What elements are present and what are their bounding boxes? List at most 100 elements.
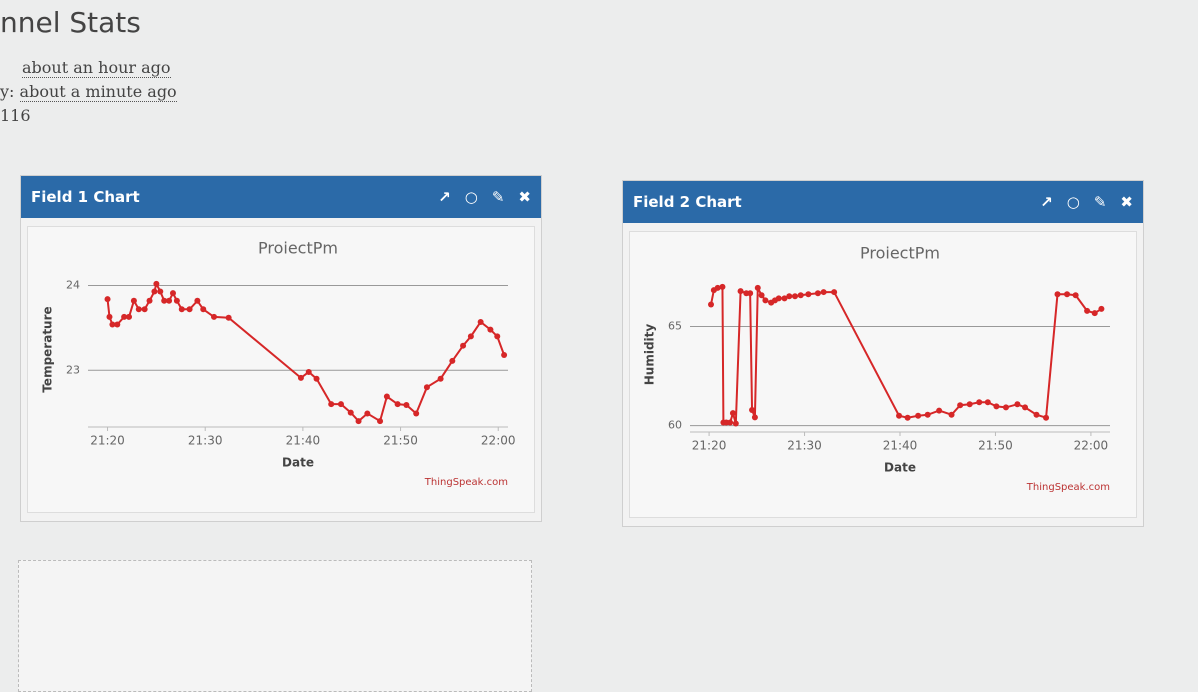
data-line — [108, 284, 505, 421]
data-point — [1043, 415, 1049, 421]
data-point — [792, 293, 798, 299]
close-icon[interactable]: ✖ — [1120, 193, 1133, 211]
data-point — [759, 292, 765, 298]
data-point — [364, 410, 370, 416]
x-axis-label: Date — [884, 461, 916, 475]
panel-title: Field 1 Chart — [31, 188, 140, 206]
data-point — [298, 375, 304, 381]
y-axis-label: Temperature — [41, 306, 55, 392]
data-point — [147, 298, 153, 304]
data-point — [776, 295, 782, 301]
data-point — [166, 298, 172, 304]
data-point — [211, 314, 217, 320]
data-point — [925, 412, 931, 418]
open-icon[interactable]: ↗ — [1040, 193, 1053, 211]
data-point — [993, 403, 999, 409]
data-point — [915, 413, 921, 419]
credit: ThingSpeak.com — [424, 477, 508, 488]
data-point — [395, 401, 401, 407]
data-point — [798, 292, 804, 298]
data-point — [738, 288, 744, 294]
data-point — [1003, 404, 1009, 410]
x-tick-label: 21:20 — [90, 434, 125, 448]
data-point — [1034, 412, 1040, 418]
data-point — [478, 319, 484, 325]
data-point — [413, 410, 419, 416]
close-icon[interactable]: ✖ — [518, 188, 531, 206]
data-point — [151, 288, 157, 294]
data-point — [200, 306, 206, 312]
page: nnel Stats about an hour ago y: about a … — [0, 0, 1198, 679]
data-point — [468, 333, 474, 339]
empty-panel — [18, 560, 532, 692]
data-point — [438, 376, 444, 382]
data-point — [1098, 306, 1104, 312]
data-point — [157, 288, 163, 294]
created-time: about an hour ago — [22, 58, 171, 78]
data-point — [831, 289, 837, 295]
data-point — [1055, 291, 1061, 297]
data-point — [338, 401, 344, 407]
data-point — [1092, 310, 1098, 316]
x-tick-label: 21:30 — [787, 439, 822, 453]
x-axis-label: Date — [282, 456, 314, 470]
data-point — [106, 314, 112, 320]
chart-panel: Field 1 Chart ↗ ○ ✎ ✖ ProiectPm Temperature D… — [20, 175, 542, 522]
edit-icon[interactable]: ✎ — [492, 188, 505, 206]
data-point — [976, 399, 982, 405]
data-point — [805, 291, 811, 297]
data-point — [815, 290, 821, 296]
x-tick-label: 21:50 — [978, 439, 1013, 453]
data-point — [131, 298, 137, 304]
data-point — [126, 314, 132, 320]
data-point — [348, 410, 354, 416]
x-tick-label: 21:50 — [383, 434, 418, 448]
data-point — [384, 394, 390, 400]
data-point — [179, 306, 185, 312]
data-point — [403, 402, 409, 408]
data-point — [719, 284, 725, 290]
data-point — [142, 306, 148, 312]
data-point — [786, 293, 792, 299]
data-point — [356, 418, 362, 424]
data-point — [174, 298, 180, 304]
data-point — [187, 306, 193, 312]
x-tick-label: 22:00 — [481, 434, 516, 448]
comment-icon[interactable]: ○ — [1067, 193, 1080, 211]
panel-header: Field 2 Chart ↗○✎✖ — [623, 181, 1143, 223]
updated-time: about a minute ago — [20, 82, 177, 102]
data-point — [1022, 404, 1028, 410]
data-point — [967, 401, 973, 407]
data-point — [377, 418, 383, 424]
data-point — [749, 407, 755, 413]
chart-title: ProiectPm — [258, 239, 338, 258]
data-point — [460, 343, 466, 349]
data-line — [711, 287, 1101, 424]
data-point — [449, 358, 455, 364]
data-point — [105, 296, 111, 302]
edit-icon[interactable]: ✎ — [1094, 193, 1107, 211]
data-point — [1084, 308, 1090, 314]
data-point — [1073, 292, 1079, 298]
y-tick-label: 24 — [66, 279, 80, 292]
data-point — [1064, 291, 1070, 297]
data-point — [727, 419, 733, 425]
comment-icon[interactable]: ○ — [465, 188, 478, 206]
y-tick-label: 23 — [66, 363, 80, 376]
data-point — [957, 402, 963, 408]
y-tick-label: 65 — [668, 320, 682, 333]
data-point — [762, 297, 768, 303]
page-title: nnel Stats — [0, 6, 141, 39]
data-point — [752, 414, 758, 420]
y-axis-label: Humidity — [643, 324, 657, 386]
x-tick-label: 21:40 — [883, 439, 918, 453]
data-point — [424, 384, 430, 390]
data-point — [170, 290, 176, 296]
data-point — [194, 298, 200, 304]
data-point — [896, 413, 902, 419]
open-icon[interactable]: ↗ — [438, 188, 451, 206]
chart: ProiectPmHumidityDateThingSpeak.com60652… — [630, 232, 1136, 517]
data-point — [821, 289, 827, 295]
updated-label: y: — [0, 82, 14, 101]
x-tick-label: 22:00 — [1074, 439, 1109, 453]
